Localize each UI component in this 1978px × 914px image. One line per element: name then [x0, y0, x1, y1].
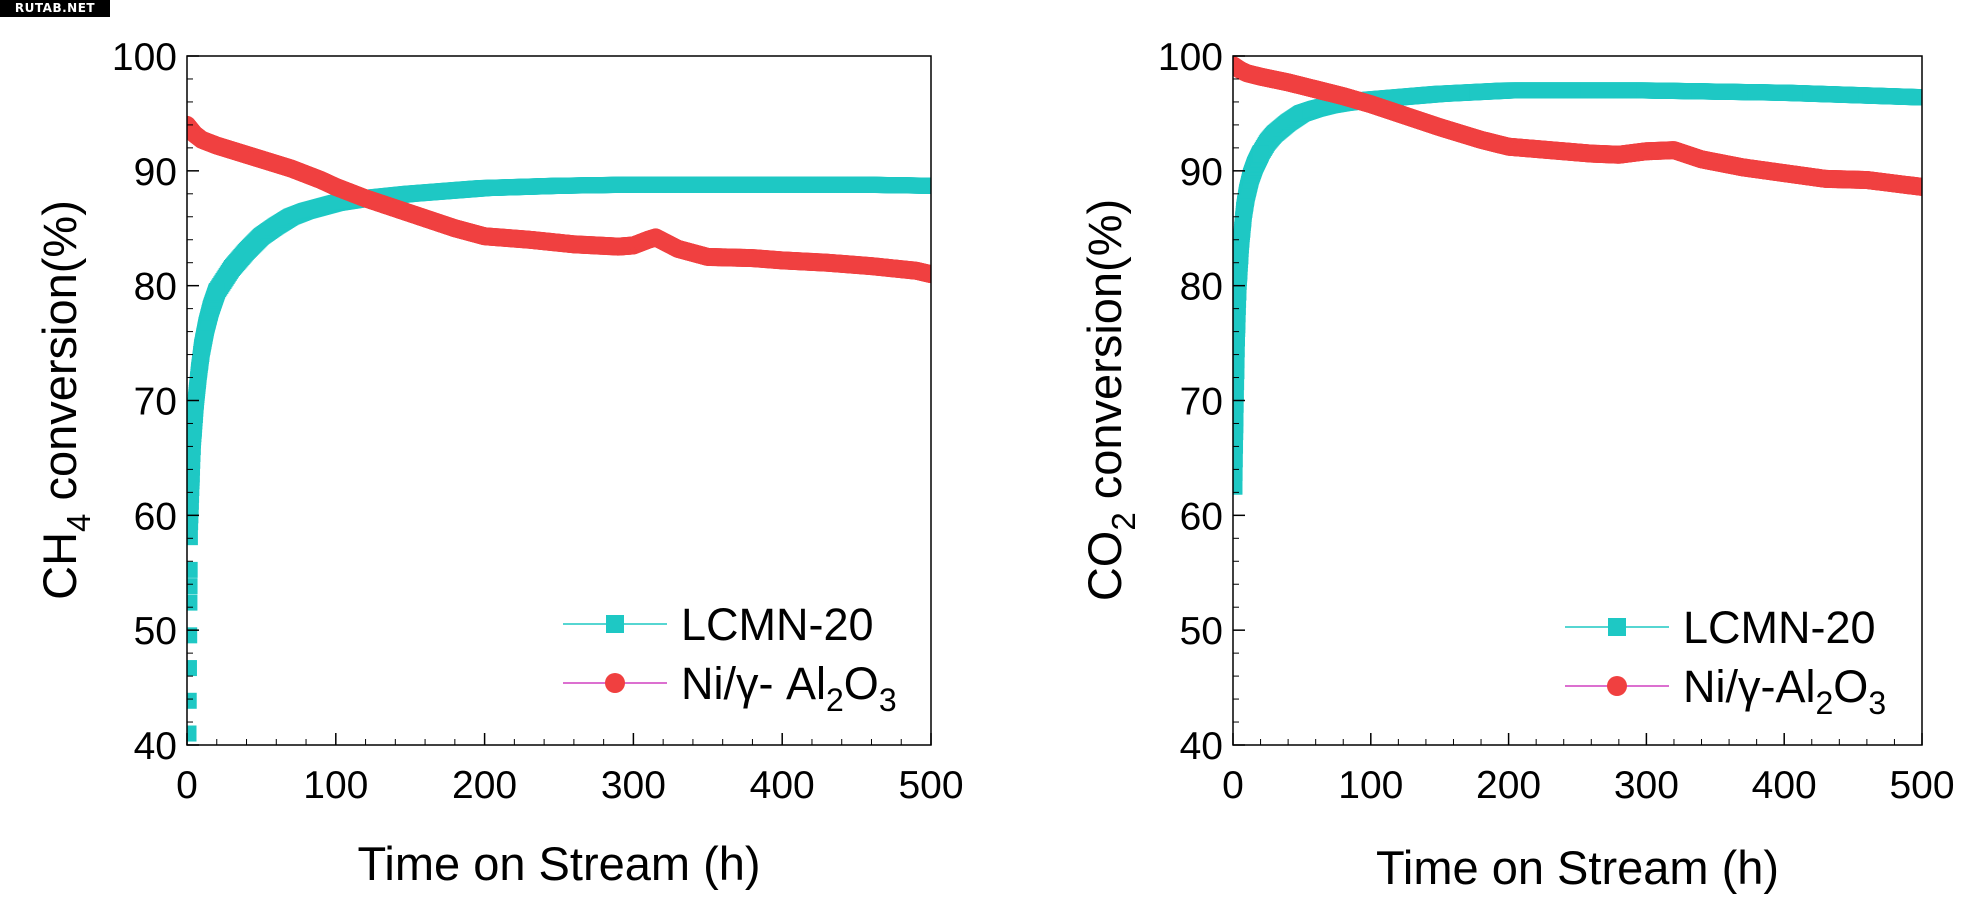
data-point — [1233, 410, 1244, 427]
data-point — [187, 578, 198, 595]
data-point — [187, 692, 197, 709]
y-tick-label: 90 — [1180, 151, 1223, 194]
data-point — [187, 725, 197, 742]
data-point — [1913, 177, 1922, 196]
legend-label-lcmn-20: LCMN-20 — [681, 599, 874, 650]
plot-area — [187, 115, 931, 742]
data-point — [1233, 352, 1245, 369]
legend-marker-ni-al2o3 — [1607, 676, 1627, 696]
x-tick-label: 300 — [601, 764, 666, 807]
legend-marker-lcmn-20 — [1608, 618, 1626, 636]
x-tick-label: 400 — [750, 764, 815, 807]
series-lcmn-20 — [1233, 82, 1922, 495]
y-tick-label: 40 — [134, 725, 177, 768]
y-tick-label: 90 — [134, 151, 177, 194]
x-tick-label: 500 — [1889, 764, 1954, 807]
legend-label-ni-al2o3: Ni/γ- Al2O3 — [681, 658, 897, 718]
data-point — [1233, 478, 1243, 495]
x-tick-label: 200 — [1476, 764, 1541, 807]
data-point — [1252, 145, 1269, 162]
legend-label-ni-al2o3: Ni/γ-Al2O3 — [1683, 661, 1886, 721]
x-tick-label: 500 — [898, 764, 963, 807]
data-point — [1233, 330, 1245, 347]
x-tick-label: 100 — [1338, 764, 1403, 807]
x-tick-label: 400 — [1752, 764, 1817, 807]
data-point — [187, 660, 197, 677]
series-ni-al2o3 — [187, 115, 931, 284]
legend: LCMN-20 Ni/γ- Al2O3 — [563, 599, 897, 718]
data-point — [1914, 89, 1922, 106]
data-point — [187, 529, 198, 546]
x-axis-label: Time on Stream (h) — [1376, 841, 1779, 894]
legend: LCMN-20 Ni/γ-Al2O3 — [1565, 602, 1886, 721]
y-axis-label: CO2 conversion(%) — [1078, 199, 1142, 601]
data-point — [1233, 341, 1245, 358]
y-tick-label: 60 — [134, 495, 177, 538]
y-tick-label: 100 — [112, 36, 177, 79]
data-point — [922, 265, 931, 284]
data-point — [923, 177, 931, 194]
x-tick-label: 100 — [303, 764, 368, 807]
legend-marker-ni-al2o3 — [605, 673, 625, 693]
chart-panel-2: 0 100 200 300 400 500 40 50 60 70 80 90 100 Time on S… — [1078, 36, 1955, 894]
data-point — [1233, 451, 1243, 468]
data-point — [1233, 385, 1244, 402]
x-tick-label: 300 — [1614, 764, 1679, 807]
y-tick-label: 40 — [1180, 725, 1223, 768]
data-point — [187, 627, 198, 644]
plot-area — [1233, 56, 1922, 495]
y-tick-label: 70 — [1180, 381, 1223, 424]
data-point — [208, 283, 225, 300]
legend-marker-lcmn-20 — [606, 615, 624, 633]
data-point — [1233, 464, 1243, 481]
data-point — [1233, 374, 1245, 391]
data-point — [1233, 437, 1244, 454]
x-tick-label: 0 — [176, 764, 198, 807]
data-point — [1233, 363, 1245, 380]
data-point — [1233, 396, 1244, 413]
y-axis-label: CH4 conversion(%) — [33, 200, 97, 600]
data-point — [1233, 424, 1244, 441]
legend-label-lcmn-20: LCMN-20 — [1683, 602, 1876, 653]
chart-panel-1: 0 100 200 300 400 500 40 50 60 70 80 90 100 Time on S… — [33, 36, 964, 890]
x-tick-label: 200 — [452, 764, 517, 807]
y-tick-label: 60 — [1180, 495, 1223, 538]
series-ni-al2o3 — [1233, 56, 1922, 196]
x-tick-label: 0 — [1222, 764, 1244, 807]
y-tick-label: 50 — [1180, 610, 1223, 653]
watermark: RUTAB.NET — [0, 0, 110, 17]
data-point — [187, 594, 198, 611]
y-tick-label: 80 — [134, 266, 177, 309]
y-tick-label: 100 — [1158, 36, 1223, 79]
data-point — [187, 561, 198, 578]
y-tick-label: 80 — [1180, 266, 1223, 309]
x-axis-label: Time on Stream (h) — [357, 837, 760, 890]
y-tick-label: 70 — [134, 381, 177, 424]
y-tick-label: 50 — [134, 610, 177, 653]
